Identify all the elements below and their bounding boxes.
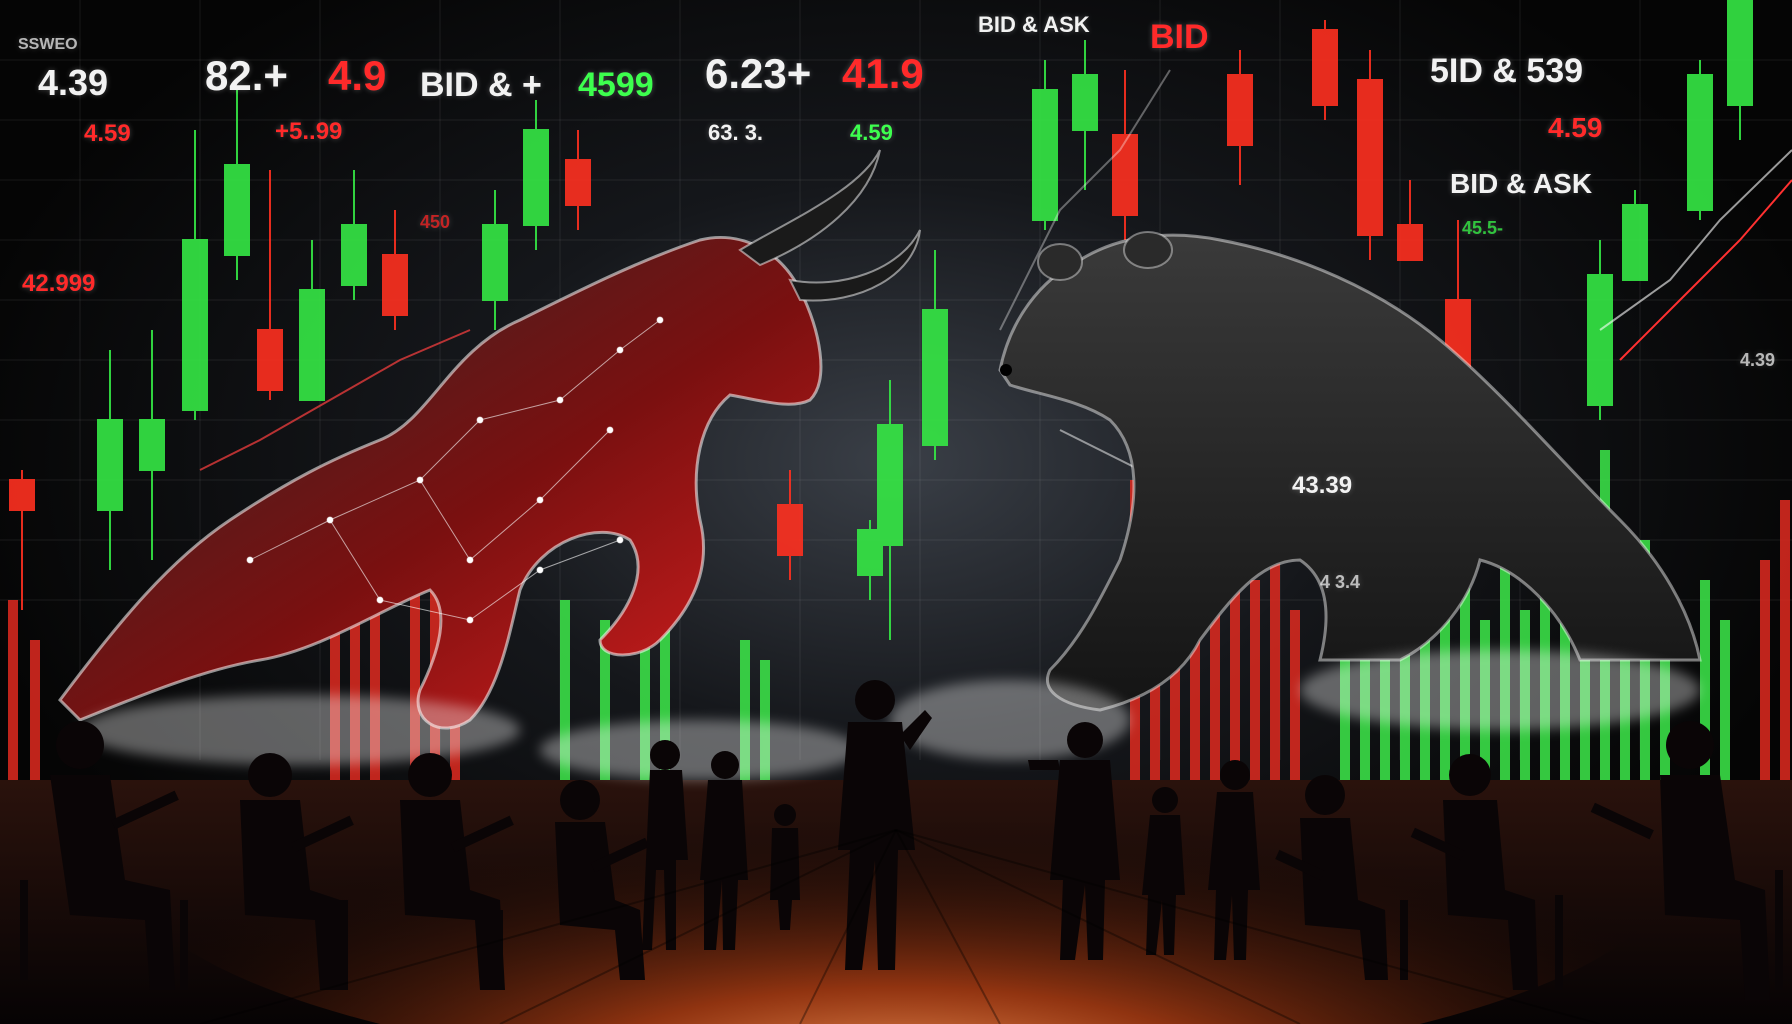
candlesticks <box>9 0 1753 640</box>
price-change-label: +5..99 <box>275 118 343 145</box>
price-label: 6.23+ <box>705 50 812 97</box>
seated-trader-4 <box>495 780 650 980</box>
standing-man-3 <box>1208 760 1260 960</box>
seated-trader-3 <box>340 753 514 990</box>
price-label: 4.39 <box>1740 350 1776 370</box>
people-silhouettes <box>20 680 1783 1000</box>
standing-man-1 <box>700 751 748 950</box>
bid-ask-label: BID & ASK <box>978 12 1090 37</box>
price-label: 42.999 <box>22 270 96 297</box>
standing-speaker-right <box>1028 722 1120 960</box>
floor-boards <box>199 829 1601 1024</box>
standing-man-2 <box>1142 787 1185 955</box>
price-label: 4.39 <box>38 62 109 103</box>
standing-man-small <box>770 804 800 930</box>
price-label: 82.+ <box>205 52 288 99</box>
price-label: 4.59 <box>1548 112 1603 143</box>
ticker-label: SSWEO <box>18 36 78 53</box>
price-label: 63. 3. <box>708 120 764 145</box>
price-label: 4599 <box>578 66 654 104</box>
seated-trader-5 <box>1275 775 1408 980</box>
price-label: 4 3.4 <box>1320 572 1361 592</box>
bid-label: BID <box>1150 18 1209 56</box>
price-label: 450 <box>420 212 451 232</box>
seated-trader-6 <box>1410 754 1563 990</box>
seated-trader-2 <box>180 753 354 990</box>
price-label: 45.5- <box>1462 218 1504 238</box>
standing-woman <box>642 740 688 950</box>
bear-silhouette <box>998 231 1702 712</box>
price-marker-label: 43.39 <box>1292 472 1353 499</box>
bid-label: BID & + <box>420 66 542 104</box>
bull-silhouette <box>58 149 921 730</box>
bid-ask-label: BID & ASK <box>1450 168 1593 199</box>
bid-ask-price-label: 5ID & 539 <box>1430 52 1584 90</box>
price-change-label: 41.9 <box>842 50 924 97</box>
price-label: 4.59 <box>850 120 893 145</box>
price-label: 4.59 <box>84 120 131 147</box>
standing-speaker-left <box>838 680 932 970</box>
seated-trader-1 <box>20 721 179 990</box>
seated-trader-7 <box>1590 721 1783 1000</box>
mist-clouds <box>80 650 1700 780</box>
price-change-label: 4.9 <box>328 52 387 99</box>
